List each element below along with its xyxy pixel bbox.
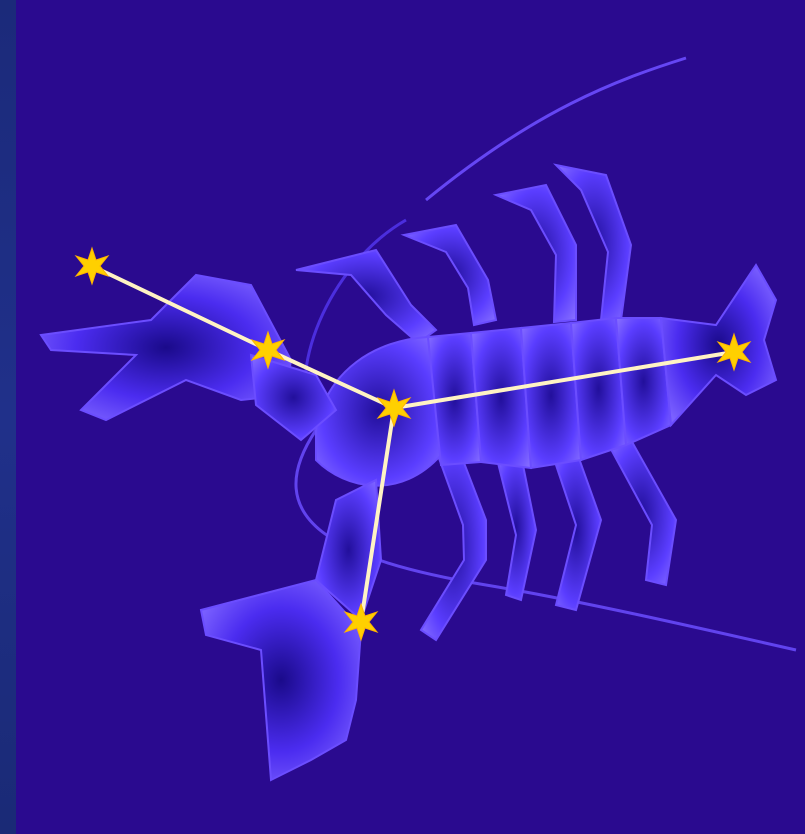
line-center-to-lower — [359, 406, 396, 624]
line-center-to-tail — [392, 350, 736, 410]
leg-2 — [400, 223, 498, 327]
cancer-constellation-illustration — [16, 0, 805, 834]
line-joint-to-center — [266, 348, 396, 410]
left-edge-strip — [0, 0, 16, 834]
antenna-bottom — [294, 429, 797, 652]
star-icon — [250, 330, 286, 370]
legs-upper — [295, 163, 633, 345]
constellation-canvas — [16, 0, 805, 834]
star-icon — [343, 602, 379, 642]
line-claw-tip-to-joint — [90, 264, 270, 352]
leg-5 — [419, 448, 487, 642]
star-icon — [716, 332, 752, 372]
star-icon — [74, 246, 110, 286]
claw-lower — [199, 578, 363, 782]
constellation-lines — [90, 264, 736, 624]
claw-arm-upper — [249, 353, 338, 442]
tail-fan — [659, 263, 778, 428]
antenna-top — [425, 56, 687, 202]
star-icon — [376, 388, 412, 428]
claw-upper-left — [39, 273, 293, 422]
leg-3 — [492, 183, 577, 324]
stars — [74, 246, 752, 642]
